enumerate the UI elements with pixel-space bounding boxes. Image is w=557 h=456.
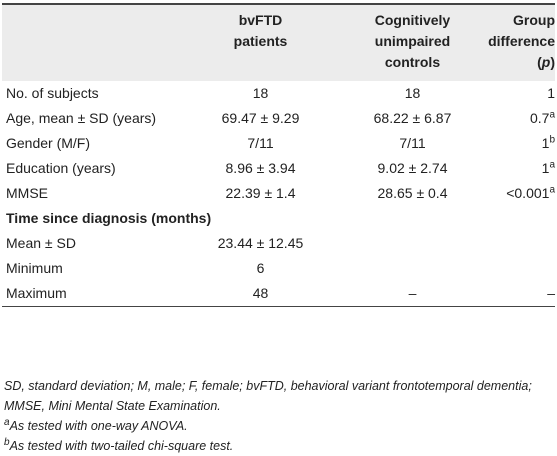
table-row: MMSE 22.39 ± 1.4 28.65 ± 0.4 <0.001a: [2, 181, 555, 206]
table-row: Minimum 6: [2, 256, 555, 281]
table-cell: Maximum: [6, 285, 67, 301]
empty-cell: [480, 256, 555, 281]
header-text: Cognitively: [374, 12, 451, 28]
header-cell: [2, 4, 190, 81]
table-row: Time since diagnosis (months): [2, 206, 555, 231]
table-cell: 69.47 ± 9.29: [221, 110, 300, 126]
empty-cell: [345, 256, 480, 281]
table-cell: 7/11: [399, 135, 426, 151]
table-cell: Minimum: [6, 260, 63, 276]
section-label: Time since diagnosis (months): [6, 210, 212, 226]
table-cell: 22.39 ± 1.4: [225, 185, 296, 201]
header-text: controls: [384, 54, 441, 70]
cell-superscript: a: [549, 159, 555, 171]
table-cell: 1: [547, 85, 555, 101]
table-cell: Mean ± SD: [6, 235, 76, 251]
header-text: difference: [488, 33, 555, 49]
cell-superscript: a: [549, 184, 555, 196]
header-text: patients: [233, 33, 288, 49]
footnote-marker: a: [4, 416, 10, 428]
table-cell: 0.7a: [480, 106, 555, 131]
header-italic: p: [541, 54, 551, 70]
data-table: bvFTD patients Cognitively unimpaired contro…: [2, 3, 555, 307]
table-cell: 68.22 ± 6.87: [373, 110, 452, 126]
header-cell: bvFTD patients: [190, 4, 345, 81]
cell-superscript: b: [549, 134, 555, 146]
header-text: bvFTD: [238, 12, 283, 28]
table-cell: 7/11: [247, 135, 274, 151]
header-text: Group: [513, 12, 555, 28]
empty-cell: [480, 231, 555, 256]
footnote: aAs tested with one-way ANOVA.: [4, 416, 552, 436]
empty-cell: [345, 231, 480, 256]
table-cell: No. of subjects: [6, 85, 99, 101]
cell-text: <0.001: [506, 185, 550, 201]
table-row: Maximum 48 – –: [2, 281, 555, 307]
footnote-marker: b: [4, 436, 10, 448]
table-cell: 1b: [480, 131, 555, 156]
table-row: Education (years) 8.96 ± 3.94 9.02 ± 2.74 1…: [2, 156, 555, 181]
table-header: bvFTD patients Cognitively unimpaired contro…: [2, 4, 555, 81]
footnote: bAs tested with two-tailed chi-square te…: [4, 436, 552, 456]
header-cell: Cognitively unimpaired controls: [345, 4, 480, 81]
header-text: unimpaired: [374, 33, 451, 49]
table-cell: 8.96 ± 3.94: [225, 160, 296, 176]
table-cell: 18: [404, 85, 421, 101]
header-cell: Group difference (p): [480, 4, 555, 81]
table-row: Gender (M/F) 7/11 7/11 1b: [2, 131, 555, 156]
table-cell: MMSE: [6, 185, 48, 201]
table-cell: 48: [252, 285, 269, 301]
table-cell: 6: [256, 260, 265, 276]
table-cell: 9.02 ± 2.74: [377, 160, 448, 176]
table-cell: –: [408, 285, 417, 301]
table-cell: 1a: [480, 156, 555, 181]
table-cell: 18: [252, 85, 269, 101]
footnote-text: SD, standard deviation; M, male; F, fema…: [4, 379, 532, 413]
cell-superscript: a: [549, 109, 555, 121]
table-body: No. of subjects 18 18 1 Age, mean ± SD (year…: [2, 81, 555, 307]
cell-text: 1: [541, 160, 550, 176]
table-cell: <0.001a: [480, 181, 555, 206]
footnote-text: As tested with two-tailed chi-square tes…: [9, 439, 234, 453]
table-row: No. of subjects 18 18 1: [2, 81, 555, 106]
header-row: bvFTD patients Cognitively unimpaired contro…: [2, 4, 555, 81]
footnotes: SD, standard deviation; M, male; F, fema…: [4, 376, 552, 456]
cell-text: 1: [541, 135, 550, 151]
table-cell: Age, mean ± SD (years): [6, 110, 157, 126]
table-cell: Education (years): [6, 160, 116, 176]
table-cell: –: [547, 285, 555, 301]
cell-text: 0.7: [529, 110, 550, 126]
footnote-text: As tested with one-way ANOVA.: [9, 419, 188, 433]
header-text: ): [550, 54, 555, 70]
table-cell: 28.65 ± 0.4: [377, 185, 448, 201]
table-cell: 23.44 ± 12.45: [217, 235, 304, 251]
table-row: Age, mean ± SD (years) 69.47 ± 9.29 68.22 …: [2, 106, 555, 131]
table-row: Mean ± SD 23.44 ± 12.45: [2, 231, 555, 256]
header-text: (: [537, 54, 542, 70]
table-cell: Gender (M/F): [6, 135, 91, 151]
footnote: SD, standard deviation; M, male; F, fema…: [4, 376, 552, 416]
